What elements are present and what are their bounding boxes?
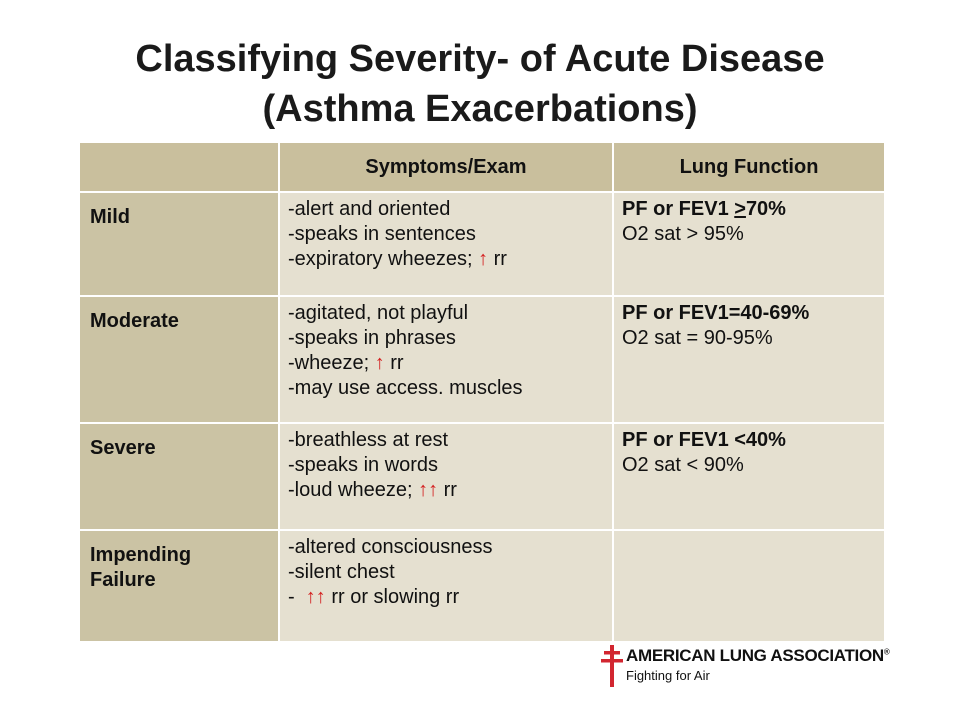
severity-table: Symptoms/Exam Lung Function Mild -alert … xyxy=(78,141,886,643)
symptom-line: -may use access. muscles xyxy=(288,376,604,401)
row-moderate: Moderate -agitated, not playful -speaks … xyxy=(78,295,886,424)
symptoms-moderate: -agitated, not playful -speaks in phrase… xyxy=(278,295,614,424)
lung-function-value: PF or FEV1 <40% xyxy=(622,429,786,451)
symptom-text: rr xyxy=(438,479,457,501)
header-symptoms: Symptoms/Exam xyxy=(278,141,614,193)
double-up-arrow-icon: ↑↑ xyxy=(305,586,326,608)
row-impending-failure: Impending Failure -altered consciousness… xyxy=(78,529,886,643)
symptom-line: -expiratory wheezes; ↑ rr xyxy=(288,247,604,272)
symptom-text: - xyxy=(288,586,306,608)
row-severe: Severe -breathless at rest -speaks in wo… xyxy=(78,422,886,531)
title-line-1: Classifying Severity- of Acute Disease xyxy=(135,38,825,80)
up-arrow-icon: ↑ xyxy=(374,352,385,374)
symptom-text: -altered consciousness xyxy=(288,536,493,558)
american-lung-association-logo: AMERICAN LUNG ASSOCIATION® Fighting for … xyxy=(600,644,922,690)
symptom-text: rr or slowing rr xyxy=(325,586,460,608)
symptoms-impending-failure: -altered consciousness -silent chest - ↑… xyxy=(278,529,614,643)
header-corner xyxy=(78,141,280,193)
symptom-line: -agitated, not playful xyxy=(288,301,604,326)
symptom-text: -speaks in words xyxy=(288,454,439,476)
lung-function-impending-failure xyxy=(612,529,886,643)
symptom-text: -wheeze; xyxy=(288,352,375,374)
lung-function-value: PF or FEV1=40-69% xyxy=(622,302,810,324)
row-label-mild: Mild xyxy=(78,191,280,297)
symptom-line: - ↑↑ rr or slowing rr xyxy=(288,585,604,610)
symptom-line: -altered consciousness xyxy=(288,535,604,560)
lung-function-severe: PF or FEV1 <40% O2 sat < 90% xyxy=(612,422,886,531)
symptom-text: rr xyxy=(488,248,507,270)
logo-name-text: AMERICAN LUNG ASSOCIATION xyxy=(626,646,884,665)
symptom-line: -breathless at rest xyxy=(288,428,604,453)
label-line-2: Failure xyxy=(90,569,156,591)
o2-sat-value: O2 sat = 90-95% xyxy=(622,327,773,349)
label-line-1: Impending xyxy=(90,544,192,566)
symptom-line: -speaks in words xyxy=(288,453,604,478)
o2-sat-value: O2 sat > 95% xyxy=(622,223,744,245)
slide-title: Classifying Severity- of Acute Disease (… xyxy=(0,34,960,134)
logo-name: AMERICAN LUNG ASSOCIATION® xyxy=(626,646,890,666)
header-row: Symptoms/Exam Lung Function xyxy=(78,141,886,193)
symptom-line: -speaks in phrases xyxy=(288,326,604,351)
symptom-text: -alert and oriented xyxy=(288,198,451,220)
lung-function-mild: PF or FEV1 >70% O2 sat > 95% xyxy=(612,191,886,297)
row-mild: Mild -alert and oriented -speaks in sent… xyxy=(78,191,886,297)
symptom-text: -silent chest xyxy=(288,561,395,583)
symptom-text: -agitated, not playful xyxy=(288,302,469,324)
lung-text: PF or FEV1 xyxy=(622,198,735,220)
registered-mark: ® xyxy=(883,647,890,657)
symptom-line: -alert and oriented xyxy=(288,197,604,222)
lung-text: 70% xyxy=(745,198,786,220)
o2-sat-value: O2 sat < 90% xyxy=(622,454,744,476)
up-arrow-icon: ↑ xyxy=(478,248,489,270)
symptom-text: -speaks in sentences xyxy=(288,223,476,245)
row-label-severe: Severe xyxy=(78,422,280,531)
symptoms-mild: -alert and oriented -speaks in sentences… xyxy=(278,191,614,297)
logo-tagline: Fighting for Air xyxy=(626,668,710,683)
symptom-line: -loud wheeze; ↑↑ rr xyxy=(288,478,604,503)
header-lung-function: Lung Function xyxy=(612,141,886,193)
row-label-impending-failure: Impending Failure xyxy=(78,529,280,643)
symptom-text: -loud wheeze; xyxy=(288,479,419,501)
title-line-2: (Asthma Exacerbations) xyxy=(262,88,698,130)
symptom-text: -breathless at rest xyxy=(288,429,449,451)
symptom-text: -speaks in phrases xyxy=(288,327,456,349)
symptoms-severe: -breathless at rest -speaks in words -lo… xyxy=(278,422,614,531)
symptom-text: rr xyxy=(384,352,404,374)
row-label-moderate: Moderate xyxy=(78,295,280,424)
symptom-line: -speaks in sentences xyxy=(288,222,604,247)
lung-function-value: PF or FEV1 >70% xyxy=(622,197,876,222)
greater-equal-symbol: > xyxy=(734,198,746,220)
lung-function-moderate: PF or FEV1=40-69% O2 sat = 90-95% xyxy=(612,295,886,424)
double-barred-cross-icon xyxy=(601,645,623,687)
symptom-line: -wheeze; ↑ rr xyxy=(288,351,604,376)
double-up-arrow-icon: ↑↑ xyxy=(418,479,439,501)
symptom-text: -expiratory wheezes; xyxy=(288,248,479,270)
symptom-text: -may use access. muscles xyxy=(288,377,523,399)
symptom-line: -silent chest xyxy=(288,560,604,585)
